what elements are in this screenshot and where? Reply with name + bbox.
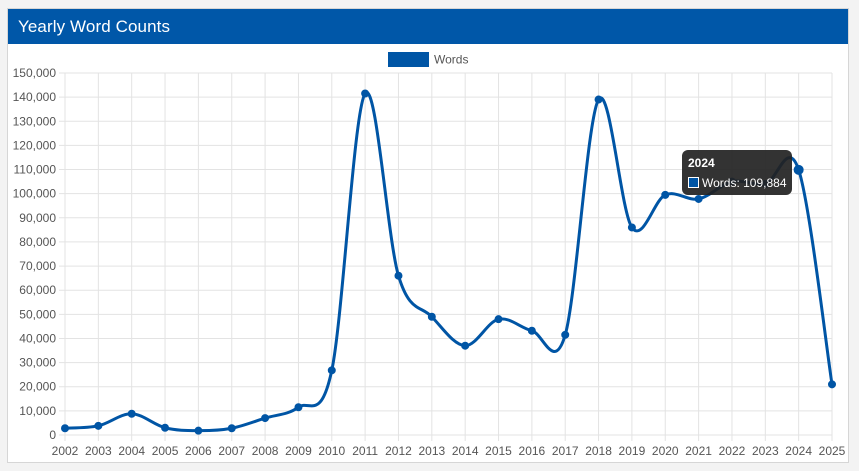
x-tick-label: 2005: [152, 444, 179, 458]
data-point-2006[interactable]: [194, 426, 203, 435]
y-tick-label: 0: [49, 428, 56, 442]
x-tick-label: 2017: [552, 444, 579, 458]
y-tick-label: 40,000: [19, 331, 56, 345]
y-tick-label: 90,000: [19, 211, 56, 225]
data-point-2007[interactable]: [227, 424, 236, 433]
data-point-2025[interactable]: [828, 380, 836, 389]
y-tick-label: 70,000: [19, 259, 56, 273]
x-tick-label: 2021: [685, 444, 712, 458]
data-point-2005[interactable]: [161, 423, 170, 432]
tooltip-title: 2024: [688, 156, 715, 170]
data-point-2013[interactable]: [427, 312, 436, 321]
tooltip-background: [682, 150, 792, 195]
y-tick-label: 60,000: [19, 283, 56, 297]
x-tick-label: 2012: [385, 444, 412, 458]
data-point-2004[interactable]: [127, 409, 136, 418]
data-point-2008[interactable]: [261, 414, 270, 423]
data-point-2019[interactable]: [627, 223, 636, 232]
y-tick-label: 50,000: [19, 307, 56, 321]
y-tick-label: 80,000: [19, 235, 56, 249]
tooltip: 2024 Words: 109,884: [682, 150, 792, 195]
y-tick-label: 100,000: [13, 187, 57, 201]
legend-label-words[interactable]: Words: [434, 53, 468, 67]
data-point-2009[interactable]: [294, 403, 303, 412]
legend-swatch[interactable]: [388, 52, 429, 67]
x-tick-label: 2016: [519, 444, 546, 458]
data-point-2016[interactable]: [527, 326, 536, 335]
x-tick-label: 2013: [418, 444, 445, 458]
data-point-2018[interactable]: [594, 95, 603, 104]
y-tick-label: 140,000: [13, 90, 57, 104]
x-tick-label: 2020: [652, 444, 679, 458]
data-point-2011[interactable]: [361, 89, 370, 98]
legend[interactable]: Words: [388, 52, 468, 67]
x-tick-label: 2002: [52, 444, 79, 458]
x-tick-label: 2008: [252, 444, 279, 458]
x-tick-label: 2015: [485, 444, 512, 458]
data-point-2014[interactable]: [461, 341, 470, 350]
tooltip-swatch: [688, 177, 699, 188]
y-tick-label: 20,000: [19, 380, 56, 394]
panel-header: Yearly Word Counts: [8, 9, 848, 44]
line-chart: Words 0 10,000 20,000 30,000 40,000 50,000 60,…: [13, 52, 846, 458]
series-line-words: [63, 91, 834, 433]
data-point-2017[interactable]: [561, 330, 570, 339]
data-point-2002[interactable]: [61, 424, 69, 433]
y-tick-label: 130,000: [13, 114, 57, 128]
data-point-2021[interactable]: [694, 194, 703, 203]
x-tick-label: 2003: [85, 444, 112, 458]
x-tick-label: 2011: [352, 444, 378, 458]
chart-panel: Yearly Word Counts Words 0 10,000 20,000 30…: [7, 8, 849, 463]
x-tick-label: 2023: [752, 444, 779, 458]
x-tick-label: 2019: [619, 444, 646, 458]
data-point-2012[interactable]: [394, 271, 403, 280]
y-tick-label: 30,000: [19, 356, 56, 370]
data-point-2003[interactable]: [94, 421, 103, 430]
x-tick-label: 2006: [185, 444, 212, 458]
panel-title: Yearly Word Counts: [18, 16, 171, 36]
data-point-2015[interactable]: [494, 315, 503, 324]
data-point-2020[interactable]: [661, 190, 670, 199]
grid: [59, 72, 833, 441]
x-tick-label: 2022: [719, 444, 746, 458]
x-tick-label: 2009: [285, 444, 312, 458]
x-tick-label: 2010: [318, 444, 345, 458]
y-tick-label: 110,000: [14, 163, 57, 177]
data-point-2010[interactable]: [327, 366, 336, 375]
tooltip-label: Words: 109,884: [702, 176, 787, 190]
y-tick-label: 150,000: [13, 66, 57, 80]
series-words: [63, 91, 834, 433]
x-tick-label: 2018: [585, 444, 612, 458]
y-tick-label: 120,000: [13, 138, 57, 152]
axes: 0 10,000 20,000 30,000 40,000 50,000 60,000 70,…: [13, 66, 846, 458]
data-points[interactable]: [61, 89, 836, 435]
x-tick-label: 2004: [118, 444, 145, 458]
x-tick-label: 2024: [785, 444, 812, 458]
x-tick-label: 2014: [452, 444, 479, 458]
y-tick-label: 10,000: [19, 404, 56, 418]
chart-area: Words 0 10,000 20,000 30,000 40,000 50,000 60,…: [8, 44, 850, 464]
data-point-2024[interactable]: [793, 164, 804, 175]
x-tick-label: 2007: [218, 444, 245, 458]
x-tick-label: 2025: [819, 444, 846, 458]
